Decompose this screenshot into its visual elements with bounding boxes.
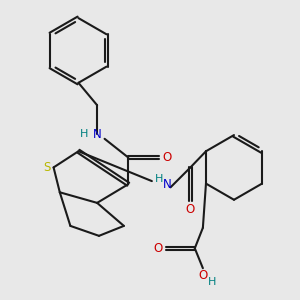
Text: N: N [162, 178, 171, 191]
Text: O: O [162, 151, 171, 164]
Text: H: H [154, 174, 163, 184]
Text: O: O [154, 242, 163, 255]
Text: N: N [93, 128, 101, 141]
Text: S: S [44, 161, 51, 174]
Text: H: H [80, 129, 88, 140]
Text: O: O [198, 269, 208, 282]
Text: H: H [208, 277, 216, 287]
Text: O: O [186, 203, 195, 216]
